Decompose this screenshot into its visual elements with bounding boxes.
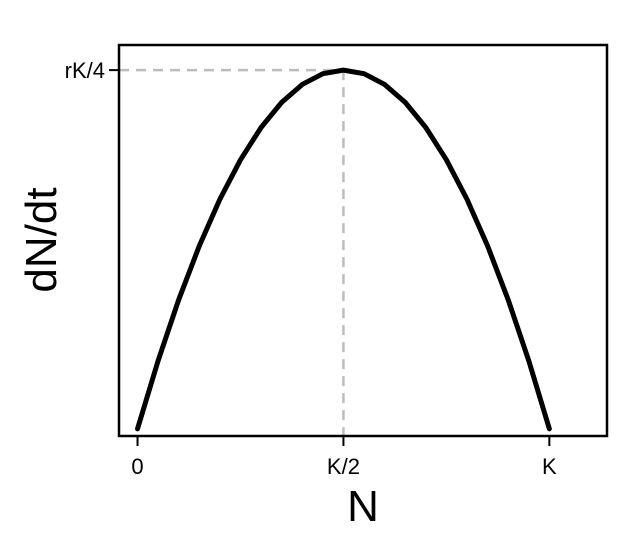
- y-axis-label: dN/dt: [17, 187, 66, 292]
- x-tick-label: 0: [131, 454, 143, 479]
- x-tick-label: K/2: [327, 454, 360, 479]
- x-axis-ticks: 0 K/2 K: [131, 436, 557, 479]
- reference-lines: [119, 68, 345, 436]
- y-tick-label: rK/4: [65, 58, 105, 83]
- growth-rate-curve: [135, 67, 552, 432]
- plot-area-frame: [117, 43, 609, 438]
- x-axis-label: N: [347, 482, 379, 531]
- x-tick-label: K: [542, 454, 557, 479]
- y-axis-ticks: rK/4: [65, 58, 119, 83]
